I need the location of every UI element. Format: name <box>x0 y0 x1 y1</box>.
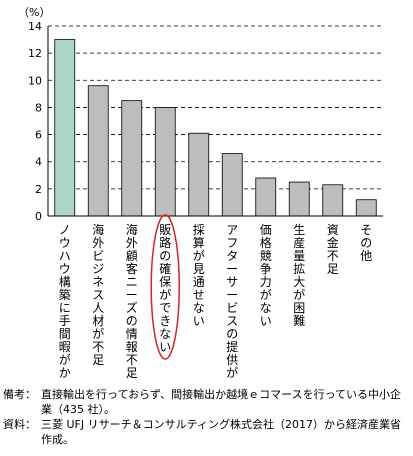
axes <box>47 26 383 217</box>
note-remarks-text: 直接輸出を行っておらず、間接輸出か越境ｅコマースを行っている中小企業（435 社… <box>41 388 402 416</box>
y-tick-label: 0 <box>35 210 42 223</box>
y-axis-unit-label: （%） <box>18 6 50 19</box>
x-category-label: 価格競争力がない <box>260 223 272 328</box>
bar <box>221 153 243 217</box>
y-tick-label: 14 <box>28 20 42 33</box>
bar <box>288 181 310 217</box>
x-category-label: 採算が見通せない <box>193 223 205 328</box>
bar <box>355 199 377 217</box>
x-category-label: 海外顧客ニーズの情報不足 <box>126 222 138 380</box>
y-tick-label: 6 <box>35 129 42 142</box>
y-tick-label: 10 <box>28 74 42 87</box>
y-tick-label: 12 <box>28 47 42 60</box>
note-remarks-label: 備考： <box>3 388 36 401</box>
x-category-label: 販路の確保ができない <box>159 223 171 354</box>
bar-chart: （%） 0 2 4 6 8 10 12 14 ノウハウ構築に手間暇がかかる 海外ビジネス人材が不… <box>18 6 383 380</box>
y-tick-labels: 0 2 4 6 8 10 12 14 <box>28 20 42 223</box>
bar <box>322 184 344 217</box>
note-remarks: 備考： 直接輸出を行っておらず、間接輸出か越境ｅコマースを行っている中小企業（4… <box>3 387 411 417</box>
x-category-labels: ノウハウ構築に手間暇がかかる 海外ビジネス人材が不足 海外顧客ニーズの情報不足 販路の… <box>59 222 373 380</box>
note-source-label: 資料： <box>3 418 36 431</box>
bar <box>188 132 210 217</box>
circle-annotation-layer <box>150 214 180 360</box>
x-category-label: アフターサービスの提供が困難 <box>226 223 238 380</box>
y-tick-label: 2 <box>35 183 42 196</box>
x-category-label: 海外ビジネス人材が不足 <box>92 222 104 367</box>
x-category-label: 資金不足 <box>327 223 339 276</box>
note-source-text: 三菱 UFJ リサーチ＆コンサルティング株式会社（2017）から経済産業省作成。 <box>41 418 401 446</box>
x-category-label: ノウハウ構築に手間暇がかかる <box>59 223 71 380</box>
bar <box>121 100 143 217</box>
x-category-label: その他 <box>360 223 372 263</box>
y-tick-label: 4 <box>35 156 42 169</box>
bar <box>87 85 109 217</box>
notes-section: 備考： 直接輸出を行っておらず、間接輸出か越境ｅコマースを行っている中小企業（4… <box>3 387 411 447</box>
bar <box>255 177 277 217</box>
note-source: 資料： 三菱 UFJ リサーチ＆コンサルティング株式会社（2017）から経済産業… <box>3 417 411 447</box>
bar <box>154 107 176 217</box>
bar <box>54 39 76 217</box>
y-tick-label: 8 <box>35 101 42 114</box>
bars <box>54 39 377 217</box>
x-category-label: 生産量拡大が困難 <box>293 223 305 328</box>
highlight-circle <box>150 214 180 360</box>
